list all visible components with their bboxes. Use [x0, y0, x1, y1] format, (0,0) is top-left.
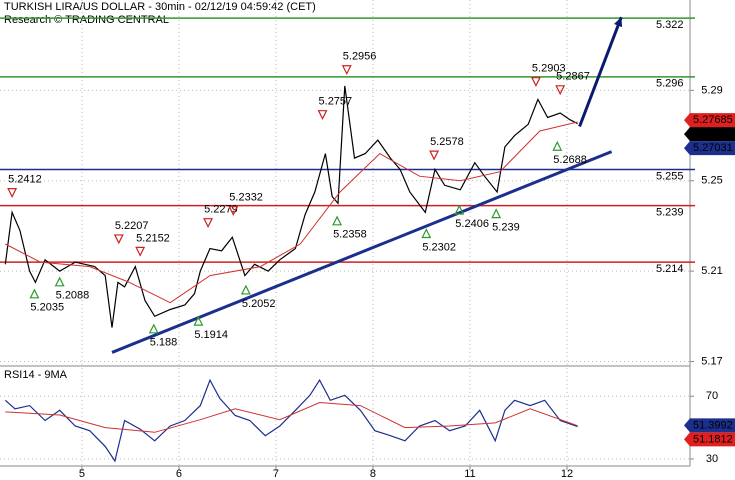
annotation-label: 5.2302: [422, 241, 456, 253]
high-marker: [429, 150, 440, 161]
low-marker: [491, 208, 502, 219]
y-tick-label: 70: [706, 390, 718, 402]
annotation-label: 5.2207: [115, 220, 149, 232]
low-marker: [240, 284, 251, 295]
low-marker: [193, 315, 204, 326]
annotation-label: 5.2688: [553, 154, 587, 166]
price-tag-label: 5.27031: [693, 142, 733, 154]
low-marker: [29, 288, 40, 299]
panel-title: RSI14 - 9MA: [4, 369, 68, 381]
price-tag-label: 51.3992: [693, 419, 733, 431]
level-label: 5.255: [656, 170, 684, 182]
price-line: [5, 121, 578, 304]
price-line: [5, 401, 578, 433]
high-marker: [135, 246, 146, 257]
arrow-head: [614, 17, 623, 28]
price-tag-label: 51.1812: [693, 433, 733, 445]
high-marker: [341, 65, 352, 76]
low-marker: [332, 215, 343, 226]
y-tick-label: 30: [706, 453, 718, 465]
high-marker: [203, 218, 214, 229]
trend-line: [111, 150, 613, 354]
annotation-label: 5.2956: [343, 51, 377, 63]
low-marker: [552, 140, 563, 151]
y-tick-label: 5.29: [701, 84, 722, 96]
y-tick-label: 5.25: [701, 175, 722, 187]
annotation-label: 5.2088: [56, 290, 90, 302]
high-marker: [555, 85, 566, 96]
high-marker: [228, 206, 239, 217]
annotation-label: 5.2035: [30, 302, 64, 314]
y-tick-label: 5.21: [701, 265, 722, 277]
annotation-label: 5.2332: [229, 192, 263, 204]
annotation-label: 5.1914: [194, 329, 228, 341]
low-marker: [421, 228, 432, 239]
x-tick-label: 12: [561, 468, 573, 480]
level-label: 5.239: [656, 206, 684, 218]
x-tick-label: 6: [176, 468, 182, 480]
annotation-label: 5.2358: [333, 229, 367, 241]
x-tick-label: 5: [79, 468, 85, 480]
trend-line: [578, 16, 623, 128]
low-marker: [454, 204, 465, 215]
price-tag: [684, 418, 735, 433]
x-tick-label: 11: [464, 468, 475, 480]
annotation-label: 5.2406: [455, 218, 489, 230]
high-marker: [7, 188, 18, 198]
high-marker: [113, 234, 124, 245]
price-tag: [684, 113, 735, 128]
low-marker: [148, 323, 159, 334]
chart-subtitle: Research © TRADING CENTRAL: [4, 14, 169, 26]
x-tick-label: 7: [273, 468, 279, 480]
price-tag: [684, 127, 735, 142]
price-tag: [684, 141, 735, 156]
high-marker: [530, 77, 541, 88]
high-marker: [317, 110, 328, 121]
level-label: 5.214: [656, 263, 684, 275]
annotation-label: 5.2867: [556, 71, 590, 83]
annotation-label: 5.2903: [532, 63, 566, 75]
low-marker: [54, 276, 65, 287]
price-line: [4, 378, 578, 463]
x-tick-label: 8: [370, 468, 376, 480]
price-tag: [684, 432, 735, 447]
y-tick-label: 5.17: [701, 355, 722, 367]
annotation-label: 5.2578: [430, 136, 464, 148]
annotation-label: 5.239: [492, 221, 520, 233]
price-line: [4, 85, 578, 328]
annotation-label: 5.2757: [319, 96, 353, 108]
annotation-label: 5.188: [150, 337, 178, 349]
level-label: 5.296: [656, 78, 684, 90]
annotation-label: 5.2052: [242, 298, 276, 310]
annotation-label: 5.2412: [8, 174, 42, 186]
price-tag-label: 5.27685: [693, 114, 733, 126]
level-label: 5.322: [656, 19, 684, 31]
annotation-label: 5.2152: [136, 232, 170, 244]
price-tag-label: 5.2753: [693, 128, 727, 140]
chart-title: TURKISH LIRA/US DOLLAR - 30min - 02/12/1…: [4, 1, 316, 13]
